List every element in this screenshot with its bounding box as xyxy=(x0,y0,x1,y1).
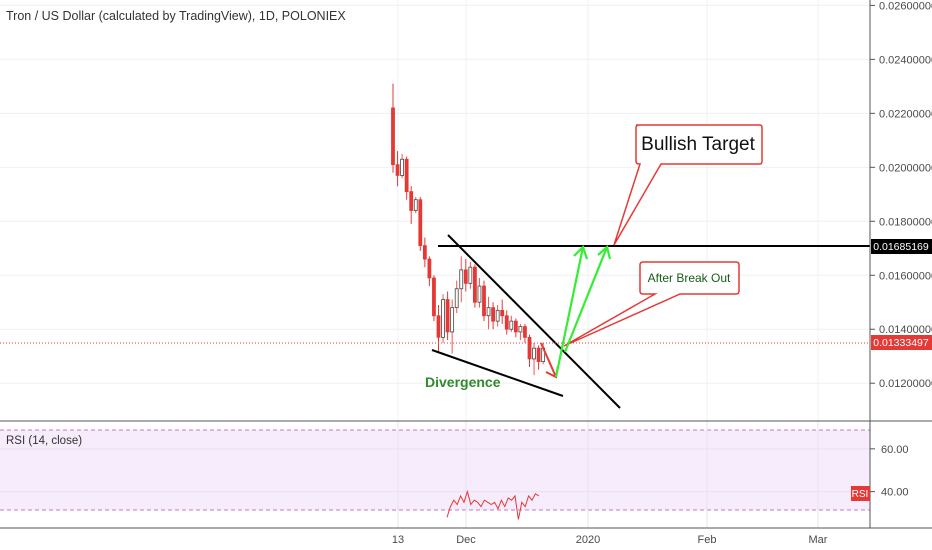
bullish-target-label: Bullish Target xyxy=(641,134,755,155)
candle-down xyxy=(463,269,468,284)
time-tick-label: Feb xyxy=(698,534,717,546)
green-arrow-1 xyxy=(554,246,585,378)
price-tick-label: 0.02600000 xyxy=(879,0,932,12)
time-tick-label: 13 xyxy=(392,534,404,546)
red-down-arrow xyxy=(540,342,557,378)
candle-up xyxy=(413,199,418,211)
candle-down xyxy=(422,245,427,260)
rsi-pane[interactable]: RSI (14, close) xyxy=(0,421,870,528)
current-price-tag-label: 0.01333497 xyxy=(873,337,929,349)
candle-down xyxy=(504,315,509,330)
price-tick-label: 0.02200000 xyxy=(879,108,932,120)
current-price-tag: 0.01333497 xyxy=(871,335,932,350)
candle-down xyxy=(409,191,414,211)
candle-down xyxy=(527,336,532,360)
candle-up xyxy=(441,299,445,338)
lower-trendline[interactable] xyxy=(431,349,564,397)
candle-down xyxy=(418,199,423,246)
rsi-value-tag-label: RSI xyxy=(852,489,869,500)
candle-up xyxy=(518,326,523,333)
candle-up xyxy=(509,320,514,330)
price-axis[interactable]: 0.02600000 0.02400000 0.02200000 0.02000000… xyxy=(870,0,932,390)
time-tick-label: 2020 xyxy=(576,534,600,546)
candle-down xyxy=(391,107,395,166)
rsi-axis[interactable]: 60.00 40.00 xyxy=(870,444,909,499)
after-break-out-callout[interactable]: After Break Out xyxy=(563,261,740,347)
candle-down xyxy=(445,299,450,333)
candle-down xyxy=(523,326,527,338)
rsi-grid xyxy=(0,421,870,528)
projection-arrows[interactable] xyxy=(540,244,612,379)
candle-up xyxy=(486,307,491,317)
rsi-title: RSI (14, close) xyxy=(6,435,82,447)
price-pane[interactable] xyxy=(0,0,870,421)
candle-down xyxy=(472,266,477,303)
price-grid xyxy=(0,0,870,421)
divergence-label: Divergence xyxy=(425,374,501,390)
chart-title: Tron / US Dollar (calculated by TradingV… xyxy=(6,9,346,23)
candle-down xyxy=(482,285,486,317)
price-tick-label: 0.01400000 xyxy=(879,324,932,336)
candle-up xyxy=(532,347,536,360)
green-arrow-2-head-icon xyxy=(597,244,612,260)
price-tick-label: 0.01600000 xyxy=(879,270,932,282)
candlestick-series xyxy=(391,83,546,376)
candle-up xyxy=(454,288,459,309)
target-price-tag-label: 0.01685169 xyxy=(873,241,929,253)
candle-down xyxy=(404,158,409,193)
candle-down xyxy=(395,164,400,176)
candle-up xyxy=(400,158,405,176)
rsi-tick-label: 40.00 xyxy=(881,487,909,499)
rsi-line xyxy=(446,489,540,520)
candle-up xyxy=(468,266,473,284)
green-arrow-2 xyxy=(563,246,609,353)
candle-down xyxy=(432,277,436,317)
time-tick-label: Dec xyxy=(456,534,476,546)
price-tick-label: 0.01200000 xyxy=(879,378,932,390)
price-tick-label: 0.02400000 xyxy=(879,54,932,66)
rsi-tick-label: 60.00 xyxy=(881,444,909,456)
candle-down xyxy=(536,347,541,363)
price-tick-label: 0.02000000 xyxy=(879,162,932,174)
upper-trendline[interactable] xyxy=(447,234,621,409)
green-arrow-1-head-icon xyxy=(573,244,589,260)
rsi-band-fill xyxy=(0,430,870,510)
time-tick-label: Mar xyxy=(809,534,828,546)
drawings[interactable]: Bullish Target After Break Out Divergenc… xyxy=(425,124,870,409)
candle-down xyxy=(427,258,432,279)
candle-up xyxy=(450,307,455,333)
time-axis[interactable]: 13 Dec 2020 Feb Mar xyxy=(392,534,828,546)
candle-up xyxy=(459,269,464,290)
target-price-tag: 0.01685169 xyxy=(871,239,932,254)
candle-down xyxy=(513,320,518,333)
rsi-value-tag: RSI xyxy=(851,486,870,501)
candle-up xyxy=(495,309,500,322)
candle-down xyxy=(491,307,496,322)
candle-up xyxy=(477,285,482,303)
price-tick-label: 0.01800000 xyxy=(879,216,932,228)
candle-down xyxy=(500,309,505,317)
candle-down xyxy=(436,315,441,338)
after-break-out-label: After Break Out xyxy=(648,271,731,285)
bullish-target-callout[interactable]: Bullish Target xyxy=(613,124,763,246)
